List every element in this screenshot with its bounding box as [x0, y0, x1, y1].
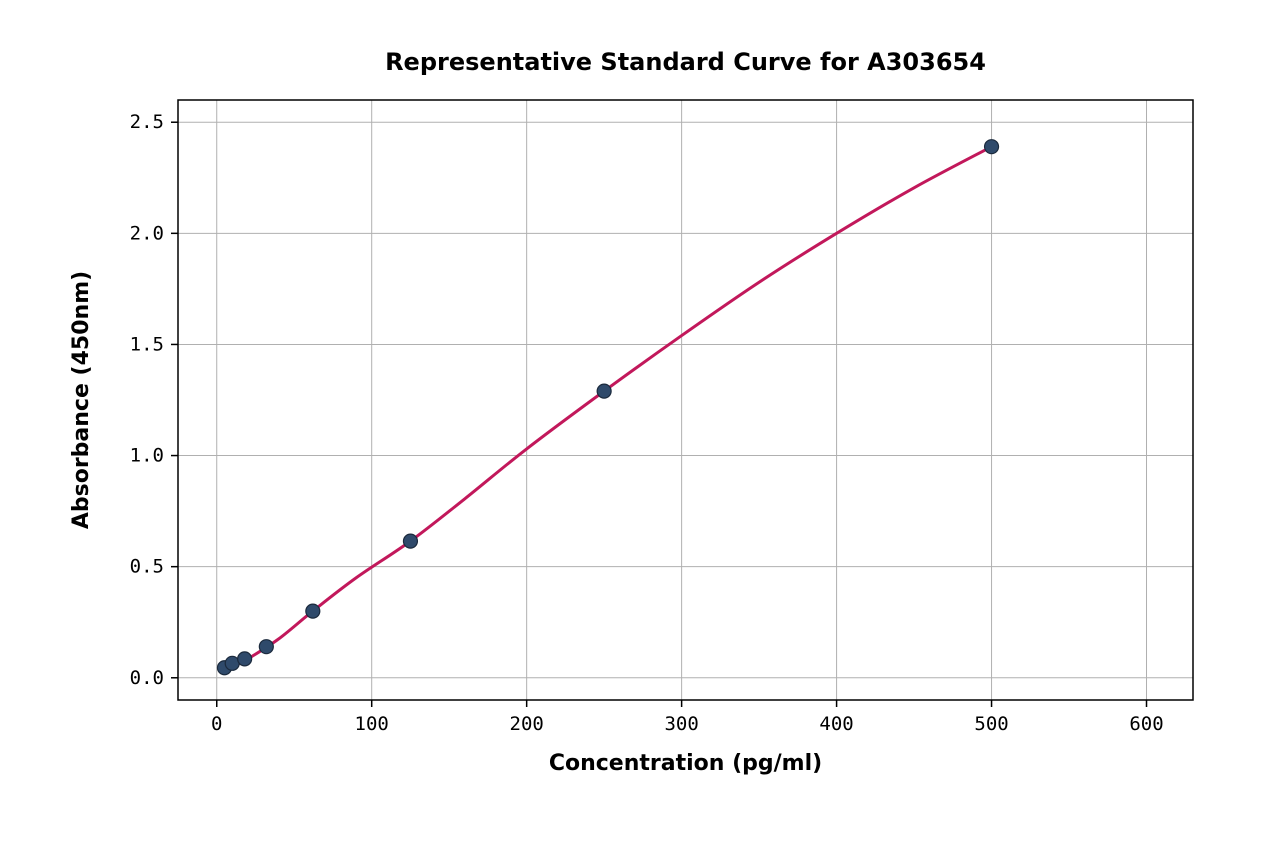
data-point-marker: [259, 640, 273, 654]
standard-curve-chart: 0 100 200 300 400 500 600 0.0 0.5 1.0 1.5 2.0 2.5 C…: [0, 0, 1280, 845]
y-tick-label: 2.0: [130, 222, 164, 244]
x-tick-label: 400: [819, 713, 853, 735]
data-point-marker: [306, 604, 320, 618]
x-axis-label: Concentration (pg/ml): [549, 751, 822, 776]
x-tick-label: 0: [211, 713, 222, 735]
chart-svg: 0 100 200 300 400 500 600 0.0 0.5 1.0 1.5 2.0 2.5 C…: [0, 0, 1280, 845]
x-tick-label: 600: [1129, 713, 1163, 735]
data-point-marker: [597, 384, 611, 398]
chart-title: Representative Standard Curve for A30365…: [385, 48, 986, 76]
data-point-marker: [403, 534, 417, 548]
x-tick-label: 200: [510, 713, 544, 735]
y-tick-label: 1.0: [130, 445, 164, 467]
y-tick-label: 0.0: [130, 667, 164, 689]
y-tick-label: 1.5: [130, 333, 164, 355]
data-point-marker: [238, 652, 252, 666]
y-tick-label: 2.5: [130, 111, 164, 133]
y-axis-label: Absorbance (450nm): [69, 271, 94, 529]
x-tick-label: 300: [664, 713, 698, 735]
x-tick-label: 100: [355, 713, 389, 735]
data-point-marker: [985, 140, 999, 154]
y-tick-label: 0.5: [130, 556, 164, 578]
plot-background: [178, 100, 1193, 700]
x-tick-label: 500: [974, 713, 1008, 735]
